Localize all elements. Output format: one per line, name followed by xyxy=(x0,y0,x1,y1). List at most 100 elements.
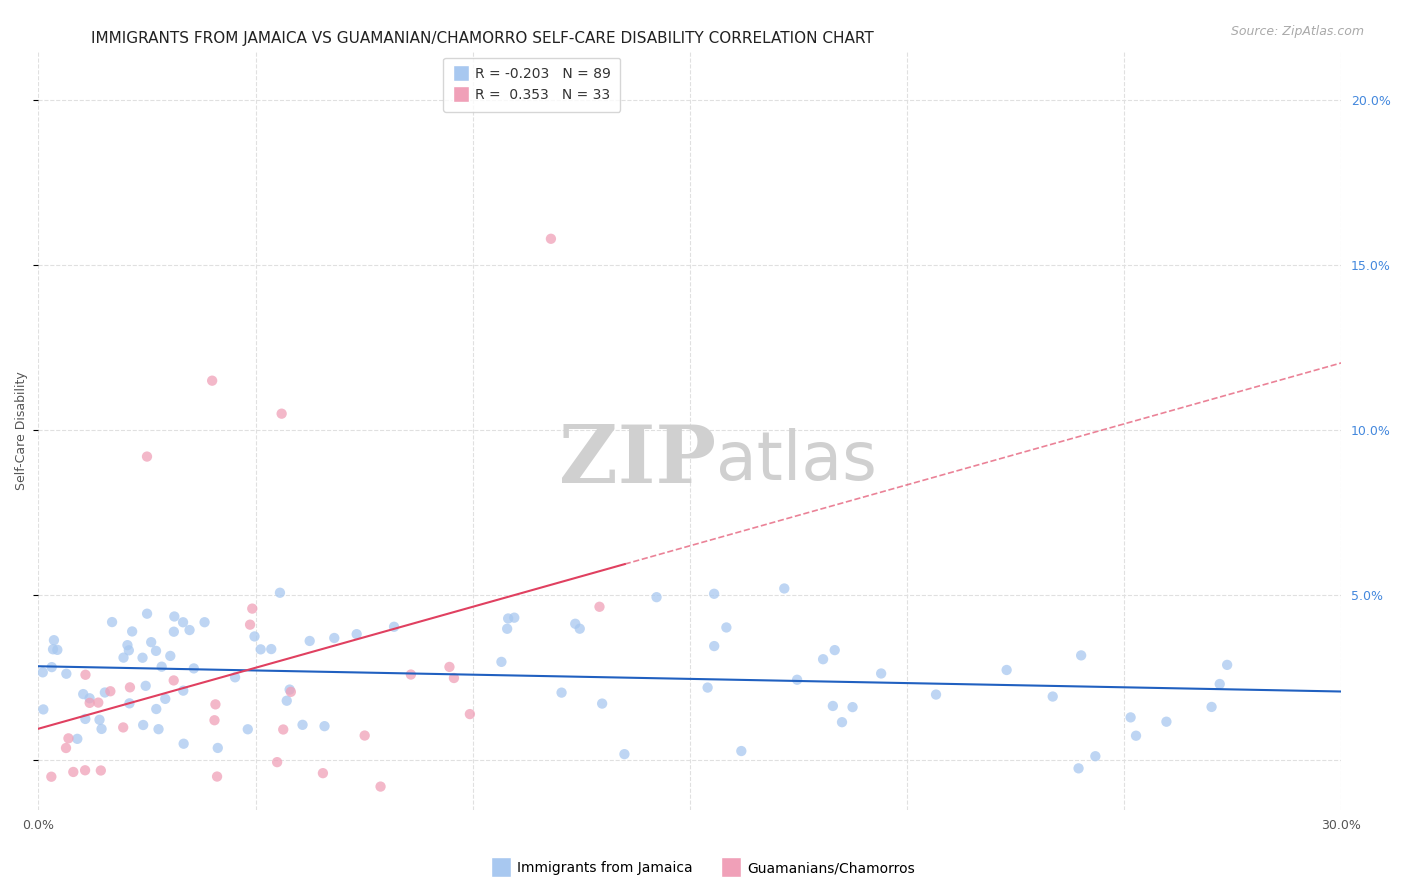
Point xyxy=(205,770,228,784)
Point xyxy=(443,671,465,685)
Point xyxy=(159,648,181,663)
Point xyxy=(841,700,863,714)
Point xyxy=(148,722,170,736)
Point xyxy=(298,634,321,648)
Point xyxy=(703,587,725,601)
Point xyxy=(31,665,53,680)
Point xyxy=(201,374,224,388)
Point xyxy=(87,696,110,710)
Point xyxy=(1070,648,1092,663)
Point xyxy=(58,731,80,746)
Point xyxy=(276,694,298,708)
Point xyxy=(121,624,143,639)
Point xyxy=(132,718,155,732)
Legend: R = -0.203   N = 89, R =  0.353   N = 33: R = -0.203 N = 89, R = 0.353 N = 33 xyxy=(443,58,620,112)
Point xyxy=(41,770,63,784)
Point xyxy=(243,629,266,643)
Point xyxy=(1042,690,1064,704)
Point xyxy=(703,639,725,653)
Point xyxy=(1125,729,1147,743)
Y-axis label: Self-Care Disability: Self-Care Disability xyxy=(15,371,28,490)
Point xyxy=(786,673,808,687)
Point xyxy=(66,731,89,746)
Point xyxy=(32,702,55,716)
Point xyxy=(312,766,335,780)
Legend: Immigrants from Jamaica, Guamanians/Chamorros: Immigrants from Jamaica, Guamanians/Cham… xyxy=(485,855,921,880)
Point xyxy=(136,450,159,464)
Point xyxy=(183,661,205,675)
Point xyxy=(314,719,336,733)
Point xyxy=(353,729,375,743)
Point xyxy=(145,702,167,716)
Text: atlas: atlas xyxy=(716,427,877,493)
Point xyxy=(346,627,368,641)
Point xyxy=(271,723,294,737)
Point xyxy=(550,685,572,699)
Point xyxy=(41,660,63,674)
Point xyxy=(496,611,519,625)
Point xyxy=(925,688,948,702)
Point xyxy=(131,650,153,665)
Point xyxy=(72,687,94,701)
Point xyxy=(496,622,519,636)
Point xyxy=(79,691,101,706)
Point xyxy=(204,713,226,727)
Point xyxy=(145,644,167,658)
Text: Source: ZipAtlas.com: Source: ZipAtlas.com xyxy=(1230,25,1364,38)
Point xyxy=(117,638,139,652)
Point xyxy=(207,741,229,756)
Point xyxy=(458,707,481,722)
Point xyxy=(270,407,292,421)
Point xyxy=(163,673,186,688)
Point xyxy=(90,764,112,778)
Point xyxy=(260,642,283,657)
Point xyxy=(291,718,314,732)
Point xyxy=(540,232,562,246)
Point xyxy=(79,696,101,710)
Point xyxy=(55,741,77,756)
Point xyxy=(239,617,262,632)
Point xyxy=(323,631,346,645)
Point xyxy=(135,679,157,693)
Point xyxy=(730,744,752,758)
Point xyxy=(568,622,591,636)
Point xyxy=(89,713,111,727)
Point xyxy=(193,615,215,630)
Point xyxy=(1201,700,1223,714)
Point xyxy=(1216,657,1239,672)
Point xyxy=(163,609,186,624)
Point xyxy=(269,586,291,600)
Point xyxy=(62,764,84,779)
Point xyxy=(716,620,738,634)
Point xyxy=(55,666,77,681)
Point xyxy=(995,663,1018,677)
Point xyxy=(831,715,853,730)
Point xyxy=(280,685,302,699)
Point xyxy=(613,747,636,761)
Point xyxy=(591,697,613,711)
Point xyxy=(173,737,195,751)
Point xyxy=(588,599,610,614)
Point xyxy=(824,643,846,657)
Point xyxy=(179,623,201,637)
Point xyxy=(503,610,526,624)
Point xyxy=(370,780,392,794)
Point xyxy=(266,755,288,769)
Point xyxy=(136,607,159,621)
Point xyxy=(1084,749,1107,764)
Point xyxy=(101,615,124,629)
Point xyxy=(42,633,65,648)
Point xyxy=(112,721,135,735)
Point xyxy=(141,635,163,649)
Text: ZIP: ZIP xyxy=(560,422,716,500)
Point xyxy=(491,655,513,669)
Point xyxy=(564,616,586,631)
Point xyxy=(204,698,226,712)
Point xyxy=(1209,677,1232,691)
Point xyxy=(224,670,246,684)
Point xyxy=(278,682,301,697)
Point xyxy=(112,650,135,665)
Point xyxy=(75,667,97,681)
Point xyxy=(236,723,259,737)
Point xyxy=(645,590,668,604)
